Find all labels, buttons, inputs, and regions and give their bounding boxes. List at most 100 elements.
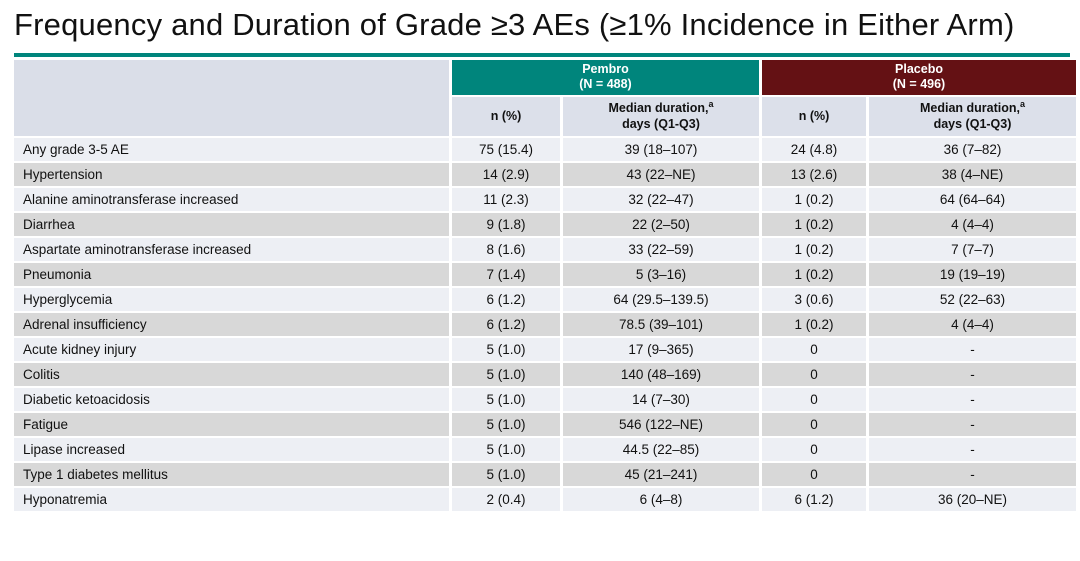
table-row: Hyperglycemia 6 (1.2) 64 (29.5–139.5) 3 (0.… (14, 287, 1076, 311)
ae-name-cell: Lipase increased (14, 437, 449, 461)
table-row: Pneumonia 7 (1.4) 5 (3–16) 1 (0.2) 19 (19–19… (14, 262, 1076, 286)
pembro-n-cell: 7 (1.4) (452, 262, 560, 286)
pembro-duration-cell: 44.5 (22–85) (563, 437, 759, 461)
pembro-n-cell: 9 (1.8) (452, 212, 560, 236)
table-row: Colitis 5 (1.0) 140 (48–169) 0- (14, 362, 1076, 386)
table-row: Alanine aminotransferase increased 11 (2.… (14, 187, 1076, 211)
duration-header-line2: days (Q1-Q3) (933, 117, 1012, 132)
placebo-duration-cell: - (869, 387, 1076, 411)
pembro-n-cell: 5 (1.0) (452, 337, 560, 361)
slide: Frequency and Duration of Grade ≥3 AEs (… (11, 7, 1079, 513)
pembro-duration-cell: 32 (22–47) (563, 187, 759, 211)
placebo-n-cell: 1 (0.2) (762, 187, 866, 211)
placebo-n-cell: 24 (4.8) (762, 137, 866, 161)
pembro-duration-cell: 22 (2–50) (563, 212, 759, 236)
ae-name-cell: Diabetic ketoacidosis (14, 387, 449, 411)
table-row: Lipase increased 5 (1.0) 44.5 (22–85) 0- (14, 437, 1076, 461)
pembro-n-cell: 5 (1.0) (452, 412, 560, 436)
table-row: Adrenal insufficiency 6 (1.2) 78.5 (39–101… (14, 312, 1076, 336)
pembro-n-cell: 5 (1.0) (452, 362, 560, 386)
placebo-npct-header: n (%) (762, 97, 866, 136)
table-row: Acute kidney injury 5 (1.0) 17 (9–365) 0- (14, 337, 1076, 361)
pembro-duration-cell: 546 (122–NE) (563, 412, 759, 436)
pembro-n-cell: 6 (1.2) (452, 312, 560, 336)
ae-name-cell: Alanine aminotransferase increased (14, 187, 449, 211)
sub-header-row: n (%) Median duration,a days (Q1-Q3) n (… (14, 97, 1076, 136)
table-row: Aspartate aminotransferase increased 8 (1… (14, 237, 1076, 261)
ae-table-header: Pembro (N = 488) Placebo (N = 496) n (%)… (14, 59, 1076, 136)
table-row: Type 1 diabetes mellitus 5 (1.0) 45 (21–24… (14, 462, 1076, 486)
placebo-n-cell: 0 (762, 412, 866, 436)
table-row: Diabetic ketoacidosis 5 (1.0) 14 (7–30) 0- (14, 387, 1076, 411)
pembro-group-header: Pembro (N = 488) (452, 59, 759, 96)
ae-name-cell: Hyperglycemia (14, 287, 449, 311)
pembro-n-cell: 5 (1.0) (452, 462, 560, 486)
ae-name-cell: Hyponatremia (14, 487, 449, 511)
placebo-group-header: Placebo (N = 496) (762, 59, 1076, 96)
duration-header-line1: Median duration, (919, 101, 1020, 116)
table-row: Diarrhea 9 (1.8) 22 (2–50) 1 (0.2) 4 (4–4) (14, 212, 1076, 236)
pembro-duration-cell: 78.5 (39–101) (563, 312, 759, 336)
pembro-n-cell: 11 (2.3) (452, 187, 560, 211)
placebo-duration-header: Median duration,a days (Q1-Q3) (869, 97, 1076, 136)
placebo-duration-cell: - (869, 337, 1076, 361)
pembro-duration-cell: 33 (22–59) (563, 237, 759, 261)
placebo-duration-cell: 52 (22–63) (869, 287, 1076, 311)
ae-name-cell: Colitis (14, 362, 449, 386)
placebo-duration-cell: 4 (4–4) (869, 312, 1076, 336)
pembro-duration-cell: 5 (3–16) (563, 262, 759, 286)
ae-name-cell: Hypertension (14, 162, 449, 186)
placebo-n-cell: 0 (762, 362, 866, 386)
pembro-duration-cell: 45 (21–241) (563, 462, 759, 486)
placebo-duration-cell: - (869, 412, 1076, 436)
placebo-n-cell: 0 (762, 387, 866, 411)
placebo-n-cell: 1 (0.2) (762, 237, 866, 261)
group-header-row: Pembro (N = 488) Placebo (N = 496) (14, 59, 1076, 136)
placebo-n-cell: 1 (0.2) (762, 212, 866, 236)
placebo-duration-cell: 7 (7–7) (869, 237, 1076, 261)
pembro-duration-cell: 39 (18–107) (563, 137, 759, 161)
page-title: Frequency and Duration of Grade ≥3 AEs (… (14, 7, 1015, 42)
pembro-duration-cell: 64 (29.5–139.5) (563, 287, 759, 311)
placebo-duration-cell: 4 (4–4) (869, 212, 1076, 236)
ae-name-cell: Pneumonia (14, 262, 449, 286)
placebo-duration-cell: - (869, 362, 1076, 386)
pembro-n-cell: 8 (1.6) (452, 237, 560, 261)
ae-table-body: Any grade 3-5 AE 75 (15.4) 39 (18–107) 24 (… (14, 137, 1076, 511)
placebo-n-cell: 3 (0.6) (762, 287, 866, 311)
pembro-n-cell: 5 (1.0) (452, 387, 560, 411)
footnote-marker: a (1019, 98, 1025, 109)
pembro-n-cell: 14 (2.9) (452, 162, 560, 186)
table-row: Hypertension 14 (2.9) 43 (22–NE) 13 (2.6) 38… (14, 162, 1076, 186)
ae-name-cell: Diarrhea (14, 212, 449, 236)
table-row: Fatigue 5 (1.0) 546 (122–NE) 0- (14, 412, 1076, 436)
placebo-duration-cell: 36 (7–82) (869, 137, 1076, 161)
pembro-n-label: (N = 488) (579, 77, 632, 92)
placebo-n-cell: 13 (2.6) (762, 162, 866, 186)
pembro-duration-cell: 6 (4–8) (563, 487, 759, 511)
pembro-duration-cell: 14 (7–30) (563, 387, 759, 411)
pembro-label: Pembro (582, 61, 629, 76)
pembro-n-cell: 2 (0.4) (452, 487, 560, 511)
pembro-n-cell: 6 (1.2) (452, 287, 560, 311)
placebo-n-label: (N = 496) (892, 77, 946, 92)
placebo-duration-cell: 36 (20–NE) (869, 487, 1076, 511)
placebo-duration-cell: - (869, 462, 1076, 486)
placebo-n-cell: 1 (0.2) (762, 262, 866, 286)
pembro-duration-cell: 140 (48–169) (563, 362, 759, 386)
pembro-n-cell: 5 (1.0) (452, 437, 560, 461)
placebo-duration-cell: - (869, 437, 1076, 461)
ae-name-cell: Type 1 diabetes mellitus (14, 462, 449, 486)
title-underline-rule (14, 52, 1070, 57)
corner-cell (14, 59, 449, 136)
placebo-n-cell: 0 (762, 462, 866, 486)
ae-table: Pembro (N = 488) Placebo (N = 496) n (%)… (11, 58, 1079, 513)
pembro-n-cell: 75 (15.4) (452, 137, 560, 161)
footnote-marker: a (708, 98, 714, 109)
ae-name-cell: Acute kidney injury (14, 337, 449, 361)
placebo-duration-cell: 19 (19–19) (869, 262, 1076, 286)
duration-header-line2: days (Q1-Q3) (622, 117, 700, 132)
ae-name-cell: Any grade 3-5 AE (14, 137, 449, 161)
placebo-n-cell: 0 (762, 437, 866, 461)
table-row: Any grade 3-5 AE 75 (15.4) 39 (18–107) 24 (… (14, 137, 1076, 161)
